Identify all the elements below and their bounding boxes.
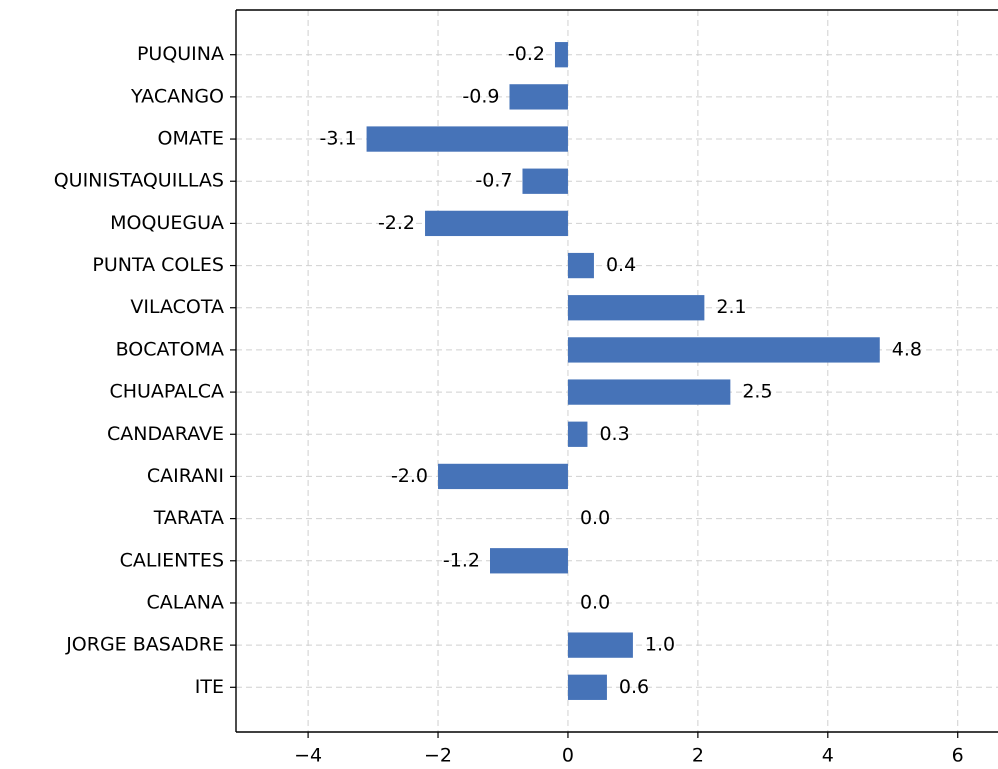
bar (567, 252, 594, 279)
value-label: 4.8 (892, 338, 922, 360)
y-tick-label: CHUAPALCA (109, 381, 224, 403)
bar (567, 337, 880, 363)
x-tick-label: 4 (822, 745, 834, 767)
x-tick-label: 6 (952, 745, 964, 767)
x-tick-label: −4 (294, 745, 322, 767)
y-tick-label: CALIENTES (120, 549, 224, 571)
y-tick-label: YACANGO (130, 85, 224, 107)
value-label: -2.2 (378, 212, 415, 234)
value-label: 2.1 (716, 296, 746, 318)
bar (554, 42, 568, 68)
bar (567, 674, 607, 700)
y-tick-label: PUQUINA (137, 43, 224, 65)
y-tick-label: PUNTA COLES (92, 254, 224, 276)
value-label: 0.3 (599, 423, 629, 445)
bar (567, 632, 633, 658)
x-tick-label: −2 (424, 745, 452, 767)
y-tick-label: CANDARAVE (107, 423, 224, 445)
x-tick-label: 0 (562, 745, 574, 767)
value-label: -0.9 (462, 85, 499, 107)
y-tick-label: VILACOTA (130, 296, 224, 318)
value-label: 0.4 (606, 254, 636, 276)
y-tick-label: TARATA (153, 507, 224, 529)
bar (567, 295, 705, 321)
bar (509, 84, 568, 110)
value-label: 1.0 (645, 634, 675, 656)
bar (438, 463, 568, 490)
value-label: -0.7 (475, 170, 512, 192)
y-tick-label: MOQUEGUA (110, 212, 224, 234)
bar (567, 421, 588, 447)
y-tick-label: OMATE (158, 128, 224, 150)
x-tick-label: 2 (692, 745, 704, 767)
y-tick-label: BOCATOMA (116, 338, 224, 360)
value-label: 0.0 (580, 507, 610, 529)
value-label: 2.5 (742, 381, 772, 403)
value-label: -2.0 (391, 465, 428, 487)
value-label: -0.2 (508, 43, 545, 65)
value-label: -3.1 (319, 128, 356, 150)
y-tick-label: CALANA (147, 591, 225, 613)
y-tick-label: CAIRANI (147, 465, 224, 487)
bar (490, 548, 568, 574)
bar (425, 210, 568, 237)
bar (366, 126, 568, 152)
value-label: 0.0 (580, 591, 610, 613)
y-tick-label: QUINISTAQUILLAS (54, 170, 224, 192)
y-tick-label: JORGE BASADRE (65, 634, 224, 656)
value-label: -1.2 (443, 549, 480, 571)
y-tick-label: ITE (195, 676, 224, 698)
value-label: 0.6 (619, 676, 649, 698)
bar (522, 168, 568, 194)
bar (567, 379, 731, 405)
